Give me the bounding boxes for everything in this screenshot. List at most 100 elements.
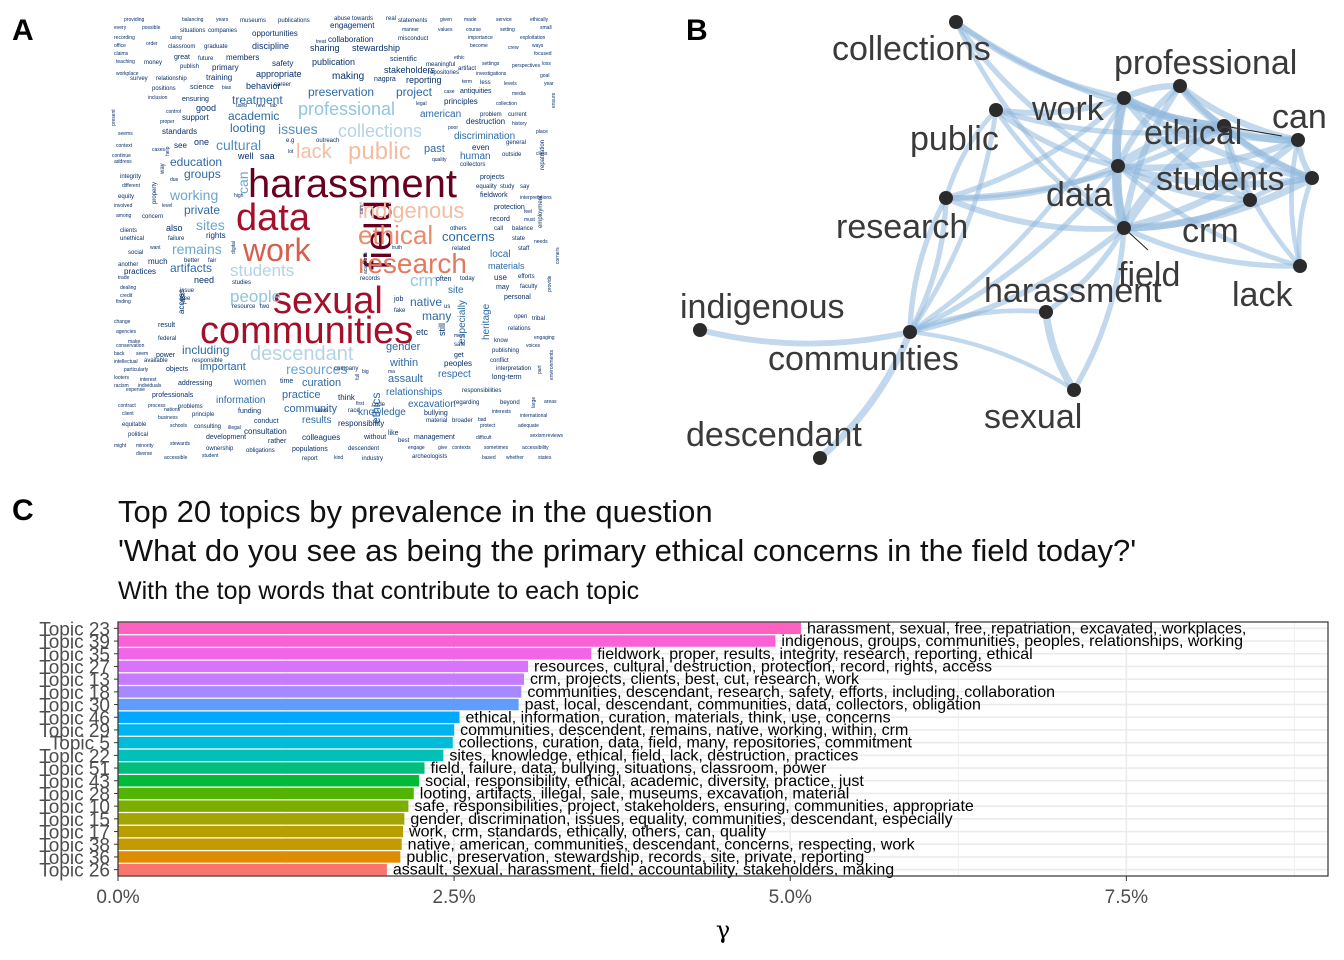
network-node — [1293, 259, 1307, 273]
cloud-word: fair — [208, 258, 217, 264]
cloud-word: large — [531, 396, 537, 408]
cloud-word: stewards — [170, 441, 191, 447]
network-edge — [1120, 196, 1254, 232]
cloud-word: personal — [504, 294, 531, 301]
cloud-word: efforts — [518, 274, 535, 280]
cloud-word: ma — [388, 369, 395, 375]
network-edge — [907, 225, 1127, 335]
network-node — [1117, 221, 1131, 235]
cloud-word: time — [280, 378, 294, 385]
cooccurrence-network: collections professional public work ethical… — [680, 15, 1327, 465]
network-node-label: professional — [1114, 44, 1297, 82]
network-edge — [907, 95, 1127, 335]
topic-terms-label: work, crm, standards, ethically, others,… — [408, 824, 766, 841]
cloud-word: populations — [292, 446, 328, 453]
y-tick-label: Topic 35 — [39, 645, 110, 666]
cloud-word: general — [506, 140, 527, 146]
cloud-word: often — [436, 276, 452, 283]
cloud-word: job — [394, 296, 404, 303]
cloud-word: outreach — [316, 138, 340, 144]
cloud-word: staff — [518, 246, 530, 252]
cloud-word: poor — [448, 125, 459, 131]
cloud-word: towards — [352, 16, 374, 22]
cloud-word: training — [206, 73, 233, 82]
cloud-word: ethically — [530, 17, 549, 23]
cloud-word: great — [174, 54, 190, 61]
topic-terms-label: resources, cultural, destruction, protec… — [534, 658, 992, 675]
cloud-word: statements — [398, 18, 428, 24]
cloud-word: every — [114, 25, 127, 31]
cloud-word: power — [156, 352, 176, 359]
chart-subtitle: With the top words that contribute to ea… — [118, 577, 640, 605]
cloud-word: dealing — [120, 285, 137, 291]
cloud-word: using — [170, 35, 182, 41]
cloud-word: safety — [272, 59, 294, 68]
cloud-word: just — [180, 293, 187, 304]
cloud-word: recording — [114, 35, 135, 41]
cloud-word: see — [174, 141, 187, 150]
cloud-word: studies — [232, 280, 252, 286]
network-node-label: sexual — [984, 398, 1082, 436]
cloud-word: abuse — [334, 16, 351, 22]
cloud-word: fake — [394, 308, 406, 314]
cloud-word: e.g — [286, 138, 295, 144]
cloud-word: states — [538, 455, 552, 461]
cloud-word: inclusion — [148, 95, 168, 101]
cloud-word: place — [536, 129, 548, 135]
cloud-word: cultural — [216, 137, 262, 153]
y-tick-label: Topic 29 — [39, 721, 110, 742]
y-tick-label: Topic 13 — [39, 670, 110, 691]
cloud-word: based — [482, 455, 496, 461]
network-edge — [1042, 308, 1078, 394]
network-node — [1111, 159, 1125, 173]
cloud-word: peoples — [444, 359, 473, 368]
network-edge — [1114, 162, 1254, 204]
cloud-word: excavation — [408, 399, 456, 410]
cloud-word: practice — [282, 389, 321, 401]
cloud-word: academia — [363, 252, 369, 274]
cloud-word: treatment — [232, 93, 283, 107]
network-node-label: students — [1156, 160, 1285, 198]
cloud-word: seems — [118, 131, 133, 137]
cloud-word: bad — [478, 417, 487, 423]
cloud-word: course — [466, 27, 482, 33]
network-node — [989, 103, 1003, 117]
panel-label-c: C — [12, 494, 34, 527]
topic-bar — [118, 711, 460, 723]
cloud-word: funding — [238, 408, 261, 415]
topic-bar — [118, 800, 409, 812]
cloud-word: investigations — [476, 71, 507, 77]
network-node-label: indigenous — [680, 288, 844, 326]
topic-terms-label: looting, artifacts, illegal, sale, museu… — [420, 785, 850, 802]
cloud-word: preservation — [308, 85, 375, 99]
cloud-word: claims — [114, 51, 129, 57]
cloud-word: long-term — [492, 374, 522, 381]
cloud-word: intellectual — [114, 359, 138, 365]
x-tick-label: 2.5% — [432, 887, 475, 908]
y-tick-label: Topic 15 — [39, 810, 110, 831]
network-label-leader — [1223, 125, 1283, 137]
topic-bar — [118, 622, 801, 635]
cloud-word: teaching — [116, 59, 135, 65]
cloud-word: without — [364, 434, 387, 441]
network-edge — [1113, 121, 1229, 171]
cloud-word: repatriation — [540, 139, 546, 170]
cloud-word: practices — [124, 267, 157, 276]
cloud-word: appropriate — [256, 69, 302, 79]
network-node — [1217, 119, 1231, 133]
cloud-word: important — [200, 361, 246, 373]
cloud-word: publishing — [492, 348, 520, 354]
cloud-word: areas — [544, 399, 557, 405]
cloud-word: study — [500, 184, 515, 190]
plot-border — [117, 621, 1329, 877]
cloud-word: employment — [538, 195, 544, 228]
cloud-word: also — [166, 223, 183, 233]
network-node-label: communities — [768, 340, 959, 378]
cloud-word: engage — [408, 445, 425, 451]
x-axis-title: γ — [716, 916, 730, 944]
network-edge — [907, 107, 999, 335]
y-tick-label: Topic 18 — [39, 683, 110, 704]
cloud-word: community — [284, 403, 338, 415]
cloud-word: code — [372, 402, 386, 408]
